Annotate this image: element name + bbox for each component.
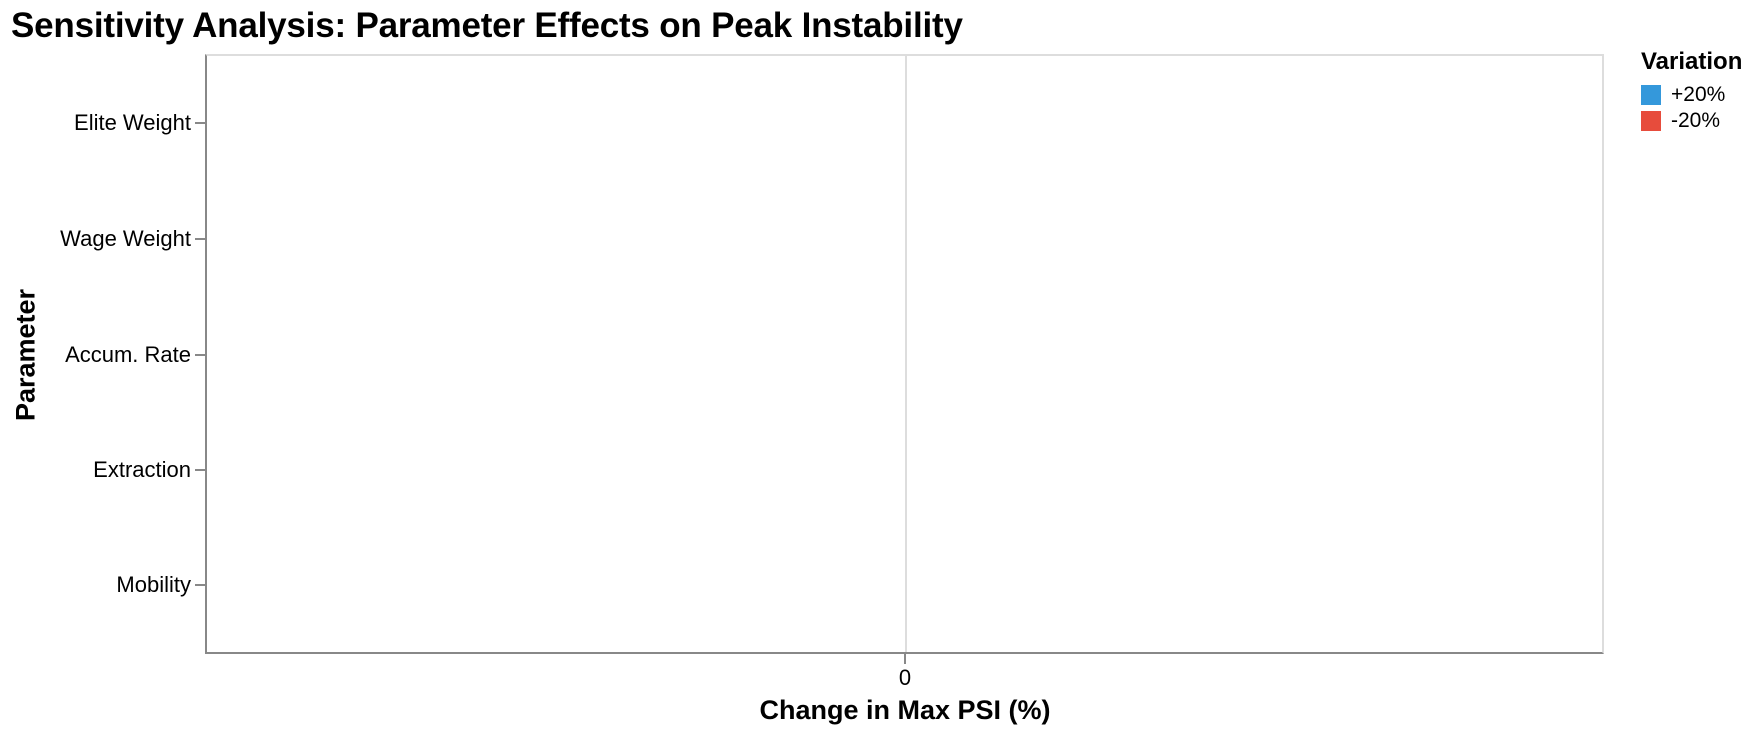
y-tick — [195, 122, 205, 124]
legend-item-minus-20[interactable]: -20% — [1641, 108, 1742, 134]
legend-label: -20% — [1671, 109, 1721, 132]
x-tick-zero — [904, 654, 906, 664]
y-tick — [195, 469, 205, 471]
legend-label: +20% — [1671, 83, 1726, 106]
y-label-extraction: Extraction — [93, 457, 191, 482]
y-label-accum-rate: Accum. Rate — [65, 342, 191, 367]
y-label-elite-weight: Elite Weight — [74, 110, 191, 135]
chart-title: Sensitivity Analysis: Parameter Effects … — [11, 6, 963, 45]
plot-area — [205, 54, 1604, 654]
zero-gridline — [905, 56, 907, 652]
y-label-mobility: Mobility — [116, 572, 191, 597]
x-axis-title: Change in Max PSI (%) — [759, 695, 1051, 725]
y-tick — [195, 584, 205, 586]
legend-title: Variation — [1641, 48, 1743, 75]
y-tick — [195, 354, 205, 356]
legend-swatch-blue — [1641, 85, 1661, 105]
x-tick-label-zero: 0 — [898, 665, 912, 690]
legend-item-plus-20[interactable]: +20% — [1641, 82, 1742, 108]
y-axis-title: Parameter — [10, 288, 41, 422]
legend-swatch-red — [1641, 111, 1661, 131]
y-label-wage-weight: Wage Weight — [60, 226, 191, 251]
y-tick — [195, 238, 205, 240]
legend: Variation +20% -20% — [1641, 48, 1742, 134]
